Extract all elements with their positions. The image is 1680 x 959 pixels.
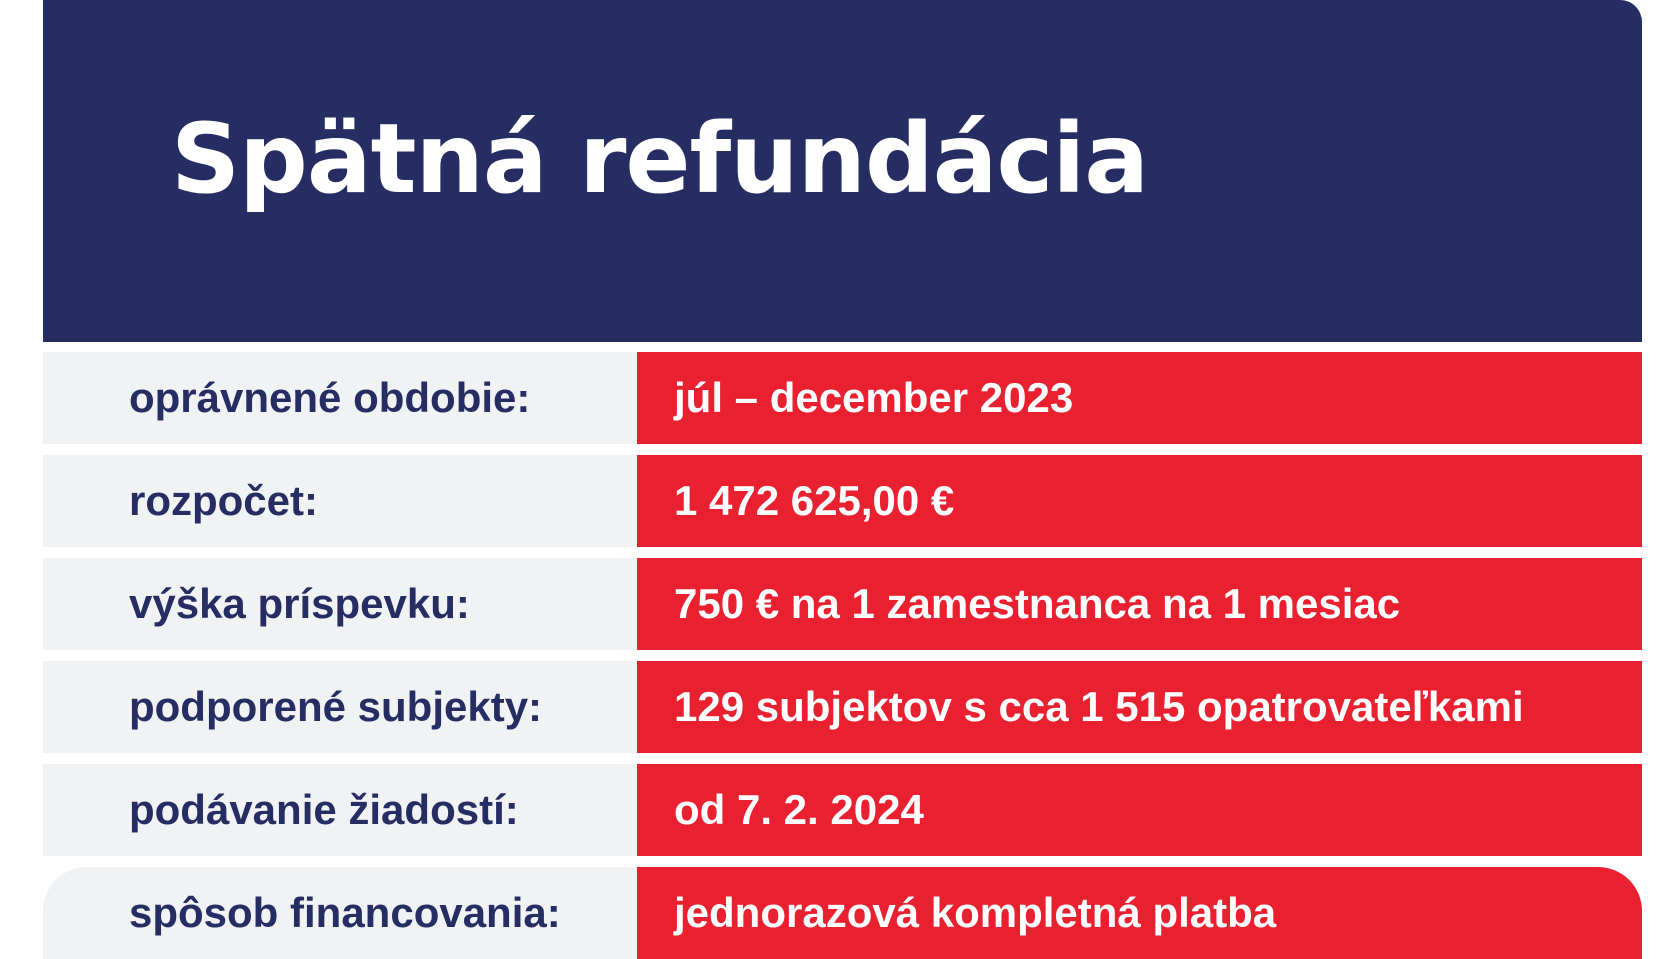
row-label: podávanie žiadostí: xyxy=(129,786,519,833)
info-row-eligible-period: oprávnené obdobie: júl – december 2023 xyxy=(43,352,1642,444)
info-row-application-submission: podávanie žiadostí: od 7. 2. 2024 xyxy=(43,764,1642,856)
row-label-cell: rozpočet: xyxy=(43,455,637,547)
row-value: jednorazová kompletná platba xyxy=(674,889,1277,936)
info-row-financing-method: spôsob financovania: jednorazová komplet… xyxy=(43,867,1642,959)
row-label-cell: podporené subjekty: xyxy=(43,661,637,753)
row-label: oprávnené obdobie: xyxy=(129,374,531,421)
row-value-cell: 750 € na 1 zamestnanca na 1 mesiac xyxy=(637,558,1642,650)
row-label-cell: výška príspevku: xyxy=(43,558,637,650)
row-value: 750 € na 1 zamestnanca na 1 mesiac xyxy=(674,580,1401,627)
info-row-budget: rozpočet: 1 472 625,00 € xyxy=(43,455,1642,547)
row-label-cell: oprávnené obdobie: xyxy=(43,352,637,444)
row-value-cell: 1 472 625,00 € xyxy=(637,455,1642,547)
row-value: od 7. 2. 2024 xyxy=(674,786,924,833)
row-label: podporené subjekty: xyxy=(129,683,543,730)
row-value-cell: jednorazová kompletná platba xyxy=(637,867,1642,959)
row-label: rozpočet: xyxy=(129,477,318,524)
row-label: výška príspevku: xyxy=(129,580,470,627)
row-value-cell: 129 subjektov s cca 1 515 opatrovateľkam… xyxy=(637,661,1642,753)
row-label: spôsob financovania: xyxy=(129,889,561,936)
info-row-contribution-amount: výška príspevku: 750 € na 1 zamestnanca … xyxy=(43,558,1642,650)
row-value: 1 472 625,00 € xyxy=(674,477,955,524)
row-value-cell: júl – december 2023 xyxy=(637,352,1642,444)
row-value-cell: od 7. 2. 2024 xyxy=(637,764,1642,856)
row-value: júl – december 2023 xyxy=(674,374,1074,421)
row-value: 129 subjektov s cca 1 515 opatrovateľkam… xyxy=(674,683,1524,730)
row-label-cell: podávanie žiadostí: xyxy=(43,764,637,856)
row-label-cell: spôsob financovania: xyxy=(43,867,637,959)
title-banner: Spätná refundácia xyxy=(43,0,1642,342)
page-title: Spätná refundácia xyxy=(171,103,1149,215)
info-row-supported-subjects: podporené subjekty: 129 subjektov s cca … xyxy=(43,661,1642,753)
